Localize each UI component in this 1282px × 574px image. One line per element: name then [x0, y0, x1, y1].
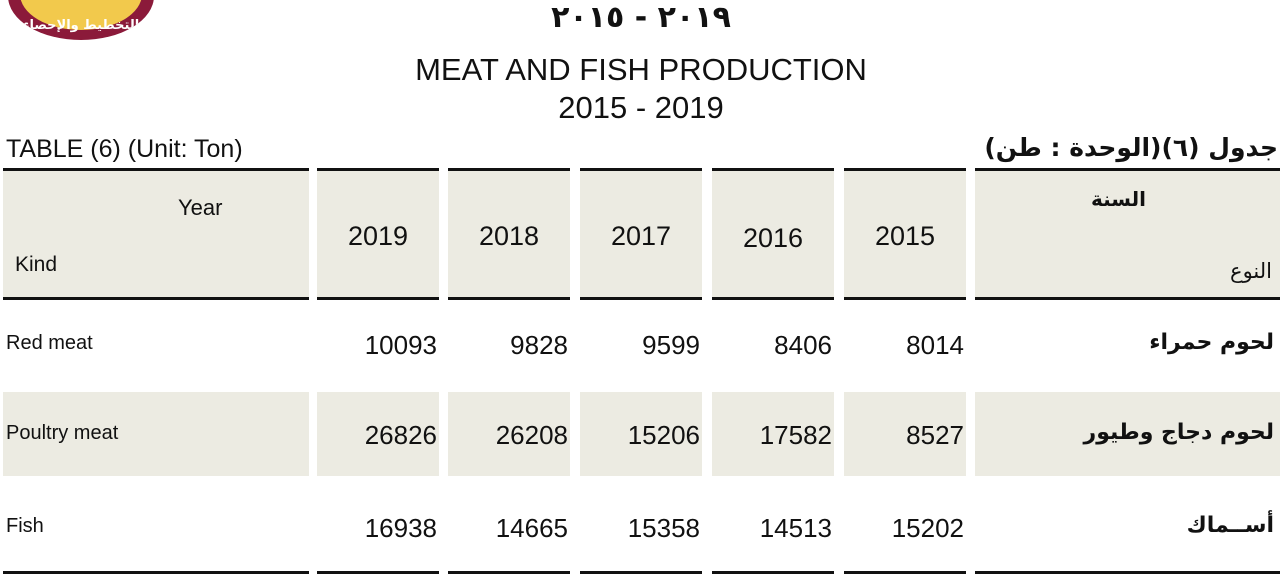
header-cell: 2015: [844, 168, 966, 300]
table-cell: 15202: [891, 513, 964, 543]
table-cell: 10093: [364, 330, 437, 360]
table-cell: 8406: [774, 330, 832, 360]
table-cell: 8014: [906, 330, 964, 360]
header-year: 2018: [478, 221, 540, 251]
table-cell: 16938: [364, 513, 437, 543]
row-label-en: Fish: [6, 515, 44, 537]
header-cell: 2016: [712, 168, 834, 300]
row-band: [712, 392, 834, 476]
column-kind-english: Year Kind Red meat Poultry meat Fish: [3, 168, 309, 574]
row-label-en: Red meat: [6, 332, 93, 354]
column-kind-arabic: السنة النوع لحوم حمراء لحوم دجاج وطيور أ…: [975, 168, 1280, 574]
page-title: MEAT AND FISH PRODUCTION: [415, 52, 867, 87]
table-bottom-rule: [3, 571, 309, 574]
row-band: [317, 392, 439, 476]
table-bottom-rule: [844, 571, 966, 574]
column-2017: 2017 9599 15206 15358: [580, 168, 702, 574]
table-cell: 9828: [510, 330, 568, 360]
column-2018: 2018 9828 26208 14665: [448, 168, 570, 574]
row-label-en: Poultry meat: [6, 422, 119, 444]
table-label-arabic: جدول (٦)(الوحدة : طن): [984, 133, 1278, 162]
header-year: 2015: [874, 221, 936, 251]
table-cell: 9599: [642, 330, 700, 360]
table-bottom-rule: [580, 571, 702, 574]
header-cell: 2019: [317, 168, 439, 300]
title-arabic-years: ٢٠١٩ - ٢٠١٥: [551, 0, 731, 35]
header-year: 2016: [742, 223, 804, 253]
table-cell: 14513: [759, 513, 832, 543]
header-year-label-ar: السنة: [1090, 187, 1146, 211]
column-2015: 2015 8014 8527 15202: [844, 168, 966, 574]
table-bottom-rule: [317, 571, 439, 574]
table-bottom-rule: [712, 571, 834, 574]
table-cell: 26826: [364, 420, 437, 450]
table-cell: 17582: [759, 420, 832, 450]
column-2019: 2019 10093 26826 16938: [317, 168, 439, 574]
title-years: 2015 - 2019: [558, 90, 724, 125]
row-band: [448, 392, 570, 476]
row-band: [975, 392, 1280, 476]
row-label-ar: لحوم حمراء: [1149, 330, 1274, 355]
row-band: [580, 392, 702, 476]
header-cell-stub-en: Year Kind: [3, 168, 309, 300]
header-year-label: Year: [178, 195, 223, 220]
table-cell: 15358: [627, 513, 700, 543]
header-cell: 2017: [580, 168, 702, 300]
table-bottom-rule: [975, 571, 1280, 574]
header-cell-stub-ar: السنة النوع: [975, 168, 1280, 300]
table-cell: 14665: [495, 513, 568, 543]
row-label-ar: أســماك: [1186, 513, 1274, 538]
table-cell: 15206: [627, 420, 700, 450]
header-kind-label: Kind: [15, 253, 58, 276]
header-year: 2019: [347, 221, 409, 251]
table-cell: 26208: [495, 420, 568, 450]
header-year: 2017: [610, 221, 672, 251]
logo-text: التخطيط والإحصاء: [22, 18, 140, 33]
table-cell: 8527: [906, 420, 964, 450]
row-band: [844, 392, 966, 476]
header-cell: 2018: [448, 168, 570, 300]
row-label-ar: لحوم دجاج وطيور: [1083, 420, 1274, 445]
table-bottom-rule: [448, 571, 570, 574]
header-kind-label-ar: النوع: [1230, 259, 1272, 283]
column-2016: 2016 8406 17582 14513: [712, 168, 834, 574]
row-band: [3, 392, 309, 476]
table-label-english: TABLE (6) (Unit: Ton): [6, 135, 243, 163]
